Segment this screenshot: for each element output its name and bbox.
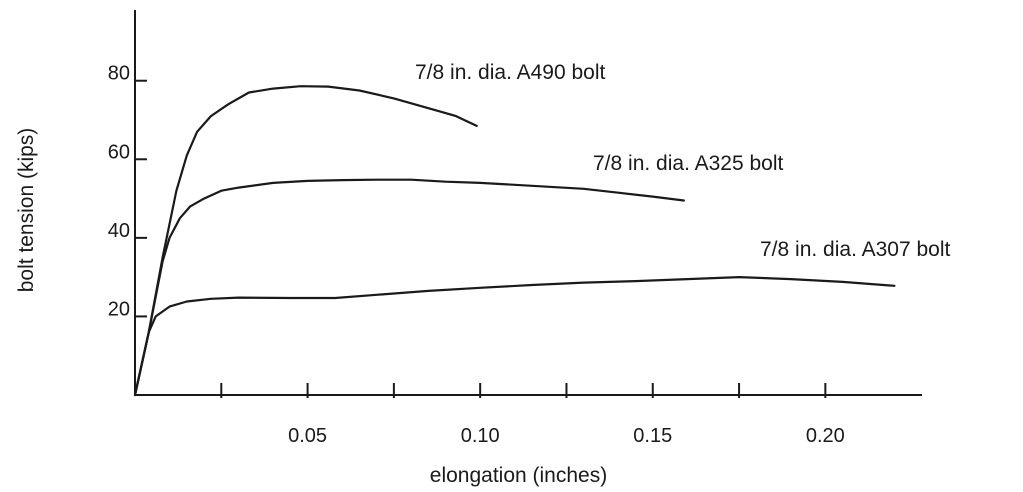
series-group: 7/8 in. dia. A490 bolt 7/8 in. dia. A325 … [133, 61, 950, 397]
y-tick-label: 60 [108, 141, 130, 163]
series-label-2: 7/8 in. dia. A325 bolt [593, 152, 783, 175]
series-label-1: 7/8 in. dia. A490 bolt [415, 61, 605, 84]
series-line-2 [133, 178, 685, 397]
y-tick-label: 40 [108, 220, 130, 242]
series-line-1 [133, 85, 478, 397]
y-tick-label: 80 [108, 63, 130, 85]
y-ticks: 20 40 60 80 [108, 63, 147, 320]
x-ticks: 0.05 0.10 0.15 0.20 [220, 383, 845, 447]
y-tick-label: 20 [108, 298, 130, 320]
series-line-3 [133, 276, 896, 397]
x-tick-label: 0.15 [633, 425, 672, 447]
y-axis-title: bolt tension (kips) [15, 128, 38, 293]
x-tick-label: 0.20 [806, 425, 845, 447]
x-tick-label: 0.10 [461, 425, 500, 447]
series-label-3: 7/8 in. dia. A307 bolt [760, 238, 950, 261]
x-axis-title: elongation (inches) [430, 464, 607, 487]
x-tick-label: 0.05 [288, 425, 327, 447]
